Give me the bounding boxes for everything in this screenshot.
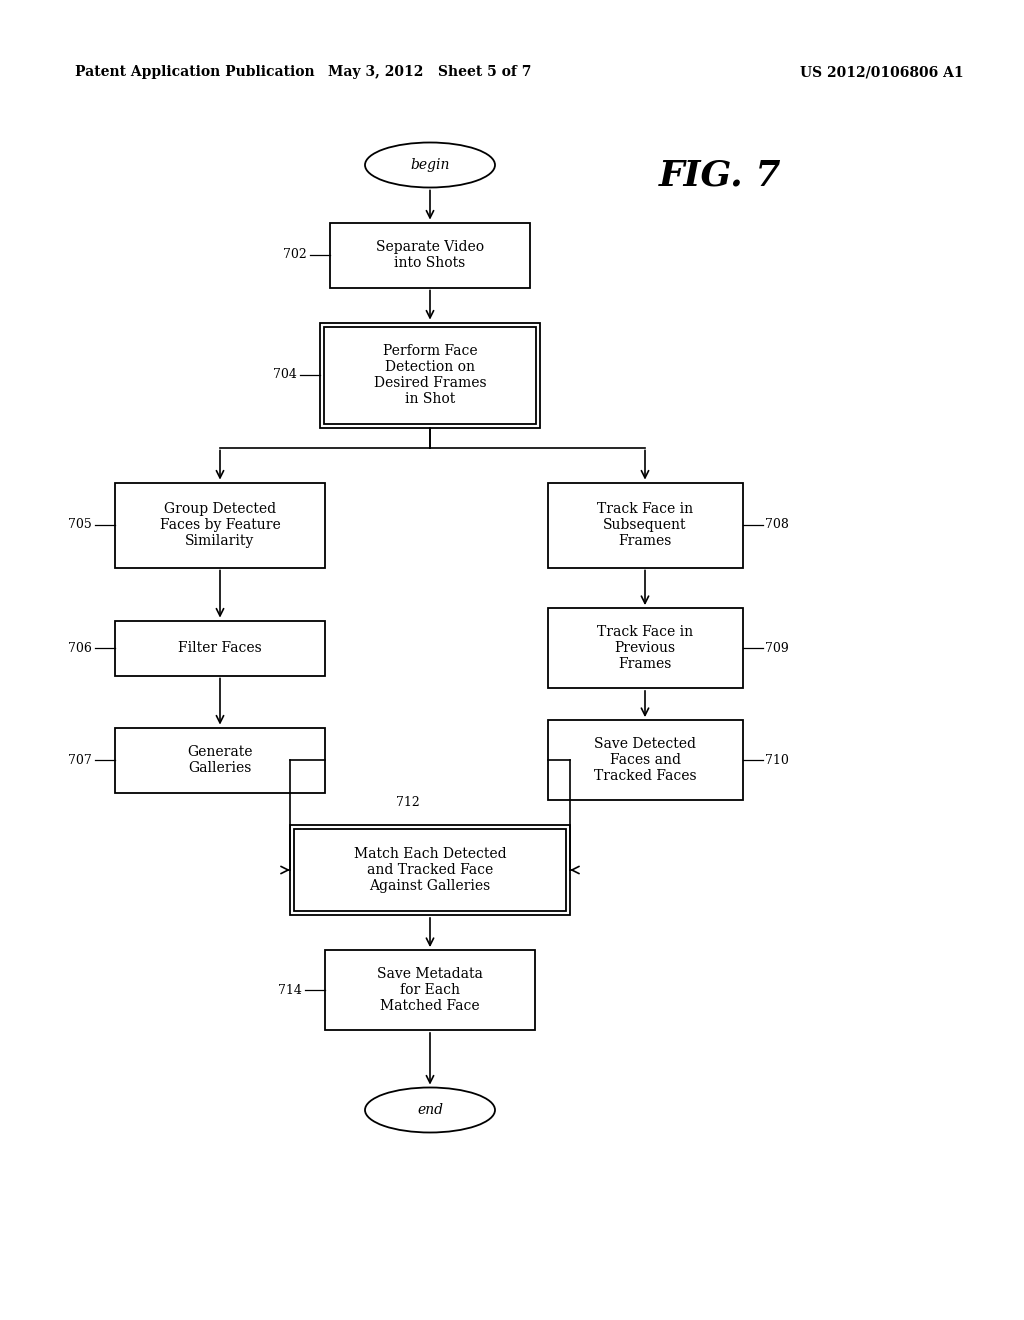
Text: Save Detected
Faces and
Tracked Faces: Save Detected Faces and Tracked Faces bbox=[594, 737, 696, 783]
Bar bbox=[115, 727, 325, 792]
Bar bbox=[330, 223, 530, 288]
Bar bbox=[290, 825, 570, 915]
Text: Separate Video
into Shots: Separate Video into Shots bbox=[376, 240, 484, 271]
Bar bbox=[548, 609, 742, 688]
Bar bbox=[325, 950, 535, 1030]
Text: Match Each Detected
and Tracked Face
Against Galleries: Match Each Detected and Tracked Face Aga… bbox=[353, 847, 506, 894]
Text: 712: 712 bbox=[396, 796, 420, 809]
Bar bbox=[115, 483, 325, 568]
Bar bbox=[324, 326, 536, 424]
Text: 708: 708 bbox=[766, 519, 790, 532]
Text: May 3, 2012   Sheet 5 of 7: May 3, 2012 Sheet 5 of 7 bbox=[329, 65, 531, 79]
Text: 707: 707 bbox=[69, 754, 92, 767]
Text: begin: begin bbox=[411, 158, 450, 172]
Text: Track Face in
Previous
Frames: Track Face in Previous Frames bbox=[597, 624, 693, 671]
Text: US 2012/0106806 A1: US 2012/0106806 A1 bbox=[800, 65, 964, 79]
Text: Save Metadata
for Each
Matched Face: Save Metadata for Each Matched Face bbox=[377, 966, 483, 1014]
Text: Perform Face
Detection on
Desired Frames
in Shot: Perform Face Detection on Desired Frames… bbox=[374, 343, 486, 407]
Bar bbox=[115, 620, 325, 676]
Text: Group Detected
Faces by Feature
Similarity: Group Detected Faces by Feature Similari… bbox=[160, 502, 281, 548]
Text: FIG. 7: FIG. 7 bbox=[658, 158, 781, 191]
Text: 702: 702 bbox=[284, 248, 307, 261]
Bar bbox=[548, 483, 742, 568]
Text: 714: 714 bbox=[279, 983, 302, 997]
Bar bbox=[319, 322, 540, 428]
Text: 709: 709 bbox=[766, 642, 790, 655]
Text: Patent Application Publication: Patent Application Publication bbox=[75, 65, 314, 79]
Text: Generate
Galleries: Generate Galleries bbox=[187, 744, 253, 775]
Text: 710: 710 bbox=[766, 754, 790, 767]
Text: Track Face in
Subsequent
Frames: Track Face in Subsequent Frames bbox=[597, 502, 693, 548]
Text: 705: 705 bbox=[69, 519, 92, 532]
Bar bbox=[294, 829, 566, 911]
Text: 706: 706 bbox=[69, 642, 92, 655]
Text: end: end bbox=[417, 1104, 443, 1117]
Bar bbox=[548, 719, 742, 800]
Text: Filter Faces: Filter Faces bbox=[178, 642, 262, 655]
Text: 704: 704 bbox=[273, 368, 297, 381]
